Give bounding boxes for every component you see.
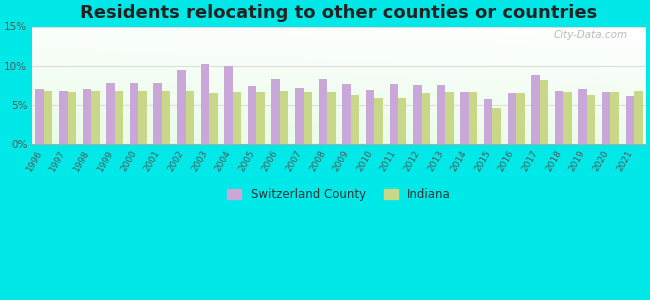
- Bar: [272, 79, 280, 144]
- Bar: [318, 79, 327, 144]
- Bar: [366, 90, 374, 144]
- Bar: [437, 85, 445, 144]
- Bar: [460, 92, 469, 144]
- Bar: [162, 92, 170, 144]
- Bar: [91, 91, 99, 144]
- Bar: [445, 92, 454, 144]
- Bar: [185, 92, 194, 144]
- Text: City-Data.com: City-Data.com: [553, 30, 627, 40]
- Bar: [531, 75, 540, 144]
- Bar: [248, 86, 256, 144]
- Bar: [177, 70, 185, 144]
- Bar: [413, 85, 422, 144]
- Bar: [422, 93, 430, 144]
- Bar: [106, 83, 115, 144]
- Bar: [280, 92, 289, 144]
- Bar: [209, 93, 218, 144]
- Bar: [398, 98, 406, 144]
- Bar: [602, 92, 610, 144]
- Bar: [295, 88, 304, 144]
- Legend: Switzerland County, Indiana: Switzerland County, Indiana: [222, 183, 456, 206]
- Bar: [469, 92, 477, 144]
- Bar: [138, 92, 147, 144]
- Bar: [554, 92, 563, 144]
- Bar: [625, 96, 634, 144]
- Title: Residents relocating to other counties or countries: Residents relocating to other counties o…: [81, 4, 597, 22]
- Bar: [587, 95, 595, 144]
- Bar: [304, 92, 312, 144]
- Bar: [201, 64, 209, 144]
- Bar: [59, 92, 68, 144]
- Bar: [578, 89, 587, 144]
- Bar: [83, 89, 91, 144]
- Bar: [44, 92, 53, 144]
- Bar: [484, 99, 493, 144]
- Bar: [351, 95, 359, 144]
- Bar: [610, 92, 619, 144]
- Bar: [327, 92, 335, 144]
- Bar: [256, 92, 265, 144]
- Bar: [224, 66, 233, 144]
- Bar: [153, 83, 162, 144]
- Bar: [233, 92, 241, 144]
- Bar: [540, 80, 548, 144]
- Bar: [516, 93, 525, 144]
- Bar: [115, 92, 124, 144]
- Bar: [634, 92, 643, 144]
- Bar: [389, 84, 398, 144]
- Bar: [130, 83, 138, 144]
- Bar: [563, 92, 572, 144]
- Bar: [374, 98, 383, 144]
- Bar: [68, 92, 76, 144]
- Bar: [508, 93, 516, 144]
- Bar: [343, 84, 351, 144]
- Bar: [493, 108, 501, 144]
- Bar: [36, 89, 44, 144]
